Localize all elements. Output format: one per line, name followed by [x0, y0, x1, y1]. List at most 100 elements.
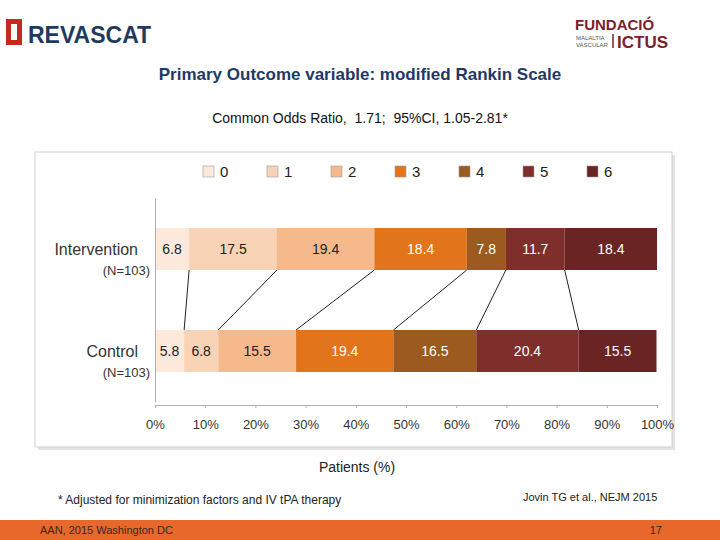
footnote: * Adjusted for minimization factors and …	[58, 493, 341, 507]
plot-area	[155, 228, 657, 372]
legend: 0123456	[203, 163, 612, 180]
x-tick-mark	[657, 405, 658, 408]
x-tick-mark	[456, 405, 457, 408]
legend-label: 0	[220, 163, 228, 180]
x-tick: 80%	[544, 405, 570, 432]
bar-segment	[579, 330, 657, 372]
x-tick-label: 10%	[193, 417, 219, 432]
data-label: 18.4	[407, 241, 434, 257]
x-tick-label: 30%	[293, 417, 319, 432]
page-number: 17	[650, 524, 662, 536]
x-tick-mark	[607, 405, 608, 408]
x-tick-mark	[255, 405, 256, 408]
x-tick-mark	[406, 405, 407, 408]
x-tick: 30%	[293, 405, 319, 432]
x-tick-label: 20%	[243, 417, 269, 432]
legend-label: 4	[476, 163, 484, 180]
legend-label: 5	[540, 163, 548, 180]
x-tick-mark	[506, 405, 507, 408]
logo-left: REVASCAT	[28, 22, 151, 48]
bar-segment	[218, 330, 296, 372]
data-label: 15.5	[604, 343, 631, 359]
boundary-connector	[296, 270, 374, 330]
chart-box	[35, 152, 672, 447]
x-tick-label: 100%	[641, 417, 675, 432]
boundary-connector	[476, 270, 506, 330]
footer-text: AAN, 2015 Washington DC	[40, 524, 173, 536]
bar-segment	[476, 330, 578, 372]
x-tick: 70%	[494, 405, 520, 432]
x-tick-label: 40%	[343, 417, 369, 432]
x-tick-label: 50%	[393, 417, 419, 432]
data-label: 19.4	[312, 241, 339, 257]
data-labels: 6.85.817.56.819.415.518.419.47.816.511.7…	[160, 241, 632, 359]
data-label: 7.8	[477, 241, 497, 257]
legend-swatch	[395, 166, 406, 177]
boundary-connector	[393, 270, 466, 330]
boundary-connector	[218, 270, 277, 330]
bar-segment	[374, 228, 466, 270]
boundary-connector	[184, 270, 189, 330]
legend-swatch	[459, 166, 470, 177]
data-label: 17.5	[219, 241, 246, 257]
logo-right-word: MALALTIA	[576, 35, 605, 41]
bar-segment	[184, 330, 218, 372]
logo-icon	[6, 19, 22, 45]
bar-segment	[296, 330, 393, 372]
legend-label: 3	[412, 163, 420, 180]
bar-segment	[467, 228, 506, 270]
x-tick-label: 90%	[594, 417, 620, 432]
y-axis-line	[155, 199, 156, 403]
chart-subtitle: Common Odds Ratio, 1.71; 95%CI, 1.05-2.8…	[212, 110, 508, 126]
legend-swatch	[523, 166, 534, 177]
bar-segment	[189, 228, 277, 270]
legend-swatch	[331, 166, 342, 177]
bar-segment	[155, 330, 184, 372]
data-label: 6.8	[191, 343, 211, 359]
slide-canvas: REVASCAT FUNDACIÓ MALALTIAVASCULAR ICTUS Pri…	[0, 0, 720, 540]
bar-segment	[393, 330, 476, 372]
x-tick-label: 60%	[444, 417, 470, 432]
logo-right-word: FUNDACIÓ	[575, 16, 654, 33]
logo-right-word: ICTUS	[617, 33, 668, 52]
chart-title: Primary Outcome variable: modified Ranki…	[159, 65, 561, 84]
x-tick: 20%	[243, 405, 269, 432]
citation: Jovin TG et al., NEJM 2015	[523, 491, 657, 503]
bar-segment	[565, 228, 657, 270]
x-tick-label: 80%	[544, 417, 570, 432]
x-tick-mark	[155, 405, 156, 408]
x-axis-title: Patients (%)	[319, 459, 395, 475]
x-tick-label: 0%	[146, 417, 165, 432]
category-label: Intervention	[54, 241, 138, 258]
bar-segment	[506, 228, 565, 270]
data-label: 20.4	[514, 343, 541, 359]
x-tick-mark	[306, 405, 307, 408]
x-tick: 60%	[444, 405, 470, 432]
category-sublabel: (N=103)	[103, 263, 150, 278]
x-tick: 10%	[193, 405, 219, 432]
category-sublabel: (N=103)	[103, 365, 150, 380]
x-tick: 50%	[393, 405, 419, 432]
x-tick-mark	[356, 405, 357, 408]
x-tick: 0%	[146, 405, 165, 432]
data-label: 19.4	[331, 343, 358, 359]
x-axis-line	[156, 406, 658, 409]
x-tick-label: 70%	[494, 417, 520, 432]
x-tick: 40%	[343, 405, 369, 432]
data-label: 11.7	[522, 241, 548, 257]
x-tick-mark	[205, 405, 206, 408]
y-axis	[155, 199, 156, 403]
logo-divider	[612, 34, 614, 48]
legend-swatch	[587, 166, 598, 177]
legend-swatch	[203, 166, 214, 177]
data-label: 6.8	[162, 241, 182, 257]
data-label: 18.4	[597, 241, 624, 257]
bar-segment	[155, 228, 189, 270]
legend-swatch	[267, 166, 278, 177]
x-tick: 100%	[641, 405, 675, 432]
bar-segment	[277, 228, 374, 270]
logo-right-word: VASCULAR	[576, 42, 609, 48]
logo-icon-inner	[11, 24, 17, 40]
data-label: 5.8	[160, 343, 180, 359]
boundary-connector	[565, 270, 579, 330]
